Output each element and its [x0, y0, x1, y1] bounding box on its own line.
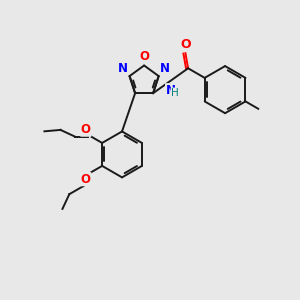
- Text: O: O: [139, 50, 149, 62]
- Text: N: N: [118, 61, 128, 75]
- Text: N: N: [160, 61, 170, 75]
- Text: O: O: [180, 38, 191, 51]
- Text: H: H: [171, 88, 179, 98]
- Text: O: O: [81, 123, 91, 136]
- Text: O: O: [81, 173, 91, 186]
- Text: N: N: [166, 84, 176, 97]
